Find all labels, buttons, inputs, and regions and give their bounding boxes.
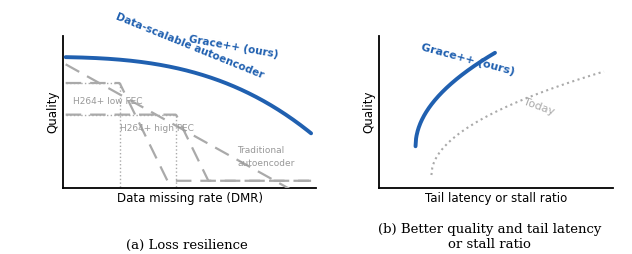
X-axis label: Data missing rate (DMR): Data missing rate (DMR) [116, 192, 263, 205]
Text: (b) Better quality and tail latency
or stall ratio: (b) Better quality and tail latency or s… [378, 224, 602, 251]
X-axis label: Tail latency or stall ratio: Tail latency or stall ratio [425, 192, 568, 205]
Text: H264+ high FEC: H264+ high FEC [119, 124, 193, 133]
Text: Grace++ (ours): Grace++ (ours) [188, 34, 279, 60]
Text: (a) Loss resilience: (a) Loss resilience [126, 239, 247, 251]
Text: autoencoder: autoencoder [238, 159, 295, 168]
Y-axis label: Quality: Quality [46, 90, 59, 133]
Text: Data-scalable autoencoder: Data-scalable autoencoder [115, 11, 265, 80]
Text: Grace++ (ours): Grace++ (ours) [420, 43, 516, 77]
Text: Today: Today [522, 97, 556, 118]
Y-axis label: Quality: Quality [362, 90, 375, 133]
Text: Traditional: Traditional [238, 146, 284, 155]
Text: H264+ low FEC: H264+ low FEC [73, 97, 143, 106]
